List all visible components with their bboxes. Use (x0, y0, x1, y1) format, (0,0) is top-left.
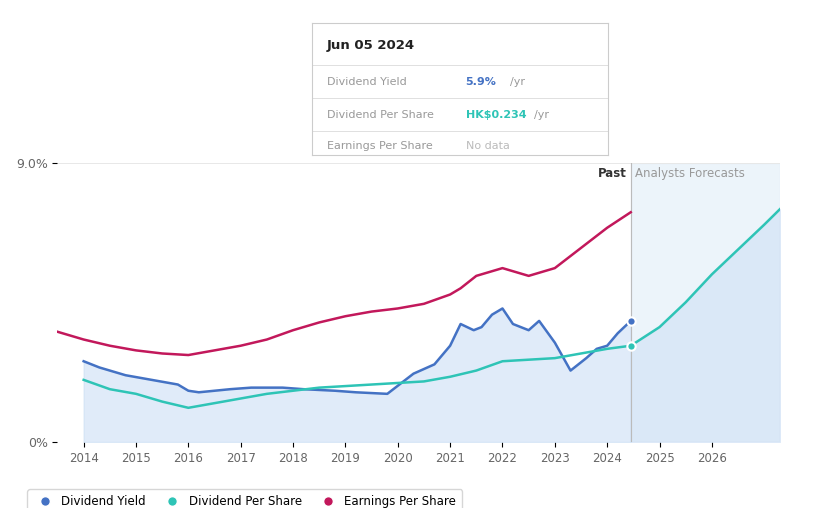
Text: No data: No data (466, 141, 510, 151)
Text: Past: Past (598, 167, 626, 180)
Text: Dividend Per Share: Dividend Per Share (327, 110, 433, 120)
Bar (631, 163, 780, 442)
Text: /yr: /yr (534, 110, 548, 120)
Text: HK$0.234: HK$0.234 (466, 110, 526, 120)
Text: Earnings Per Share: Earnings Per Share (327, 141, 433, 151)
Legend: Dividend Yield, Dividend Per Share, Earnings Per Share: Dividend Yield, Dividend Per Share, Earn… (27, 490, 462, 508)
Text: Analysts Forecasts: Analysts Forecasts (635, 167, 745, 180)
Text: /yr: /yr (510, 77, 525, 87)
Text: Dividend Yield: Dividend Yield (327, 77, 406, 87)
Text: Jun 05 2024: Jun 05 2024 (327, 39, 415, 52)
Text: 5.9%: 5.9% (466, 77, 497, 87)
